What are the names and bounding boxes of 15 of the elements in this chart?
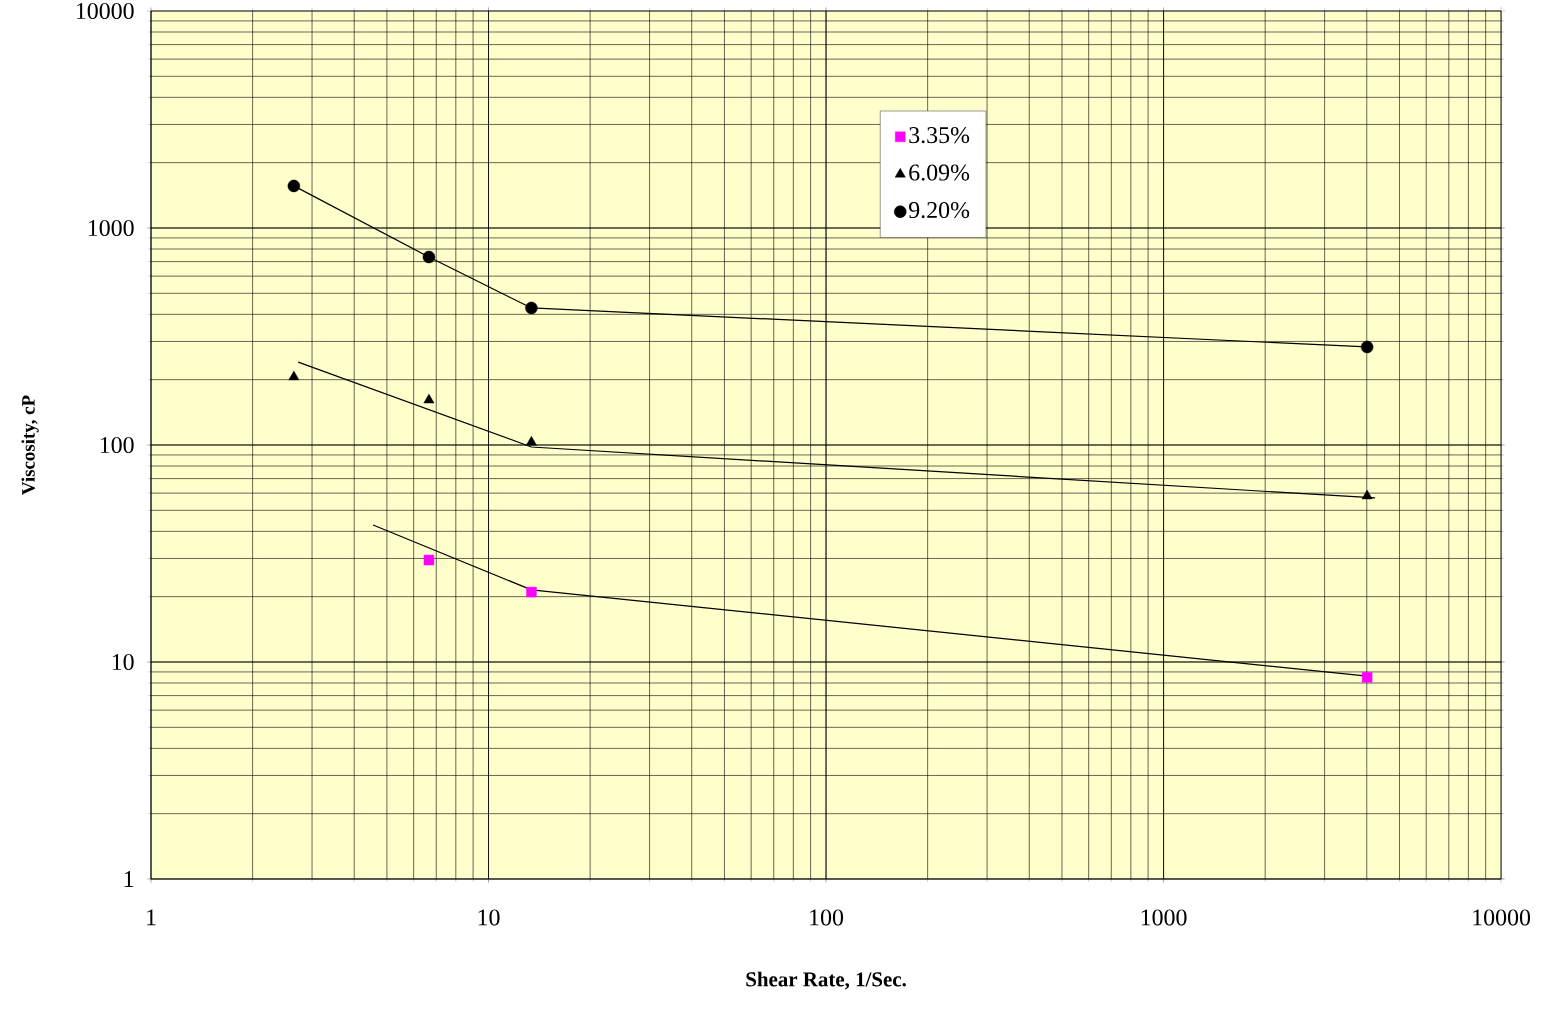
x-tick-label: 100 <box>810 909 844 926</box>
legend-label: 9.20% <box>909 201 970 219</box>
x-tick-label: 10000 <box>1473 909 1531 926</box>
x-axis-title: Shear Rate, 1/Sec. <box>746 971 906 990</box>
legend-label: 3.35% <box>909 127 970 144</box>
legend-label: 6.09% <box>909 164 970 181</box>
y-tick-label: 100 <box>100 436 134 454</box>
x-tick-label: 1000 <box>1141 909 1187 926</box>
y-tick-label: 1 <box>124 871 134 887</box>
x-tick-label: 1 <box>147 909 156 926</box>
x-tick-label: 10 <box>478 909 500 926</box>
y-tick-label: 10 <box>112 653 134 671</box>
y-tick-label: 1000 <box>88 219 134 237</box>
y-axis-title: Viscosity, cP <box>21 395 39 495</box>
y-tick-label: 10000 <box>76 2 134 20</box>
